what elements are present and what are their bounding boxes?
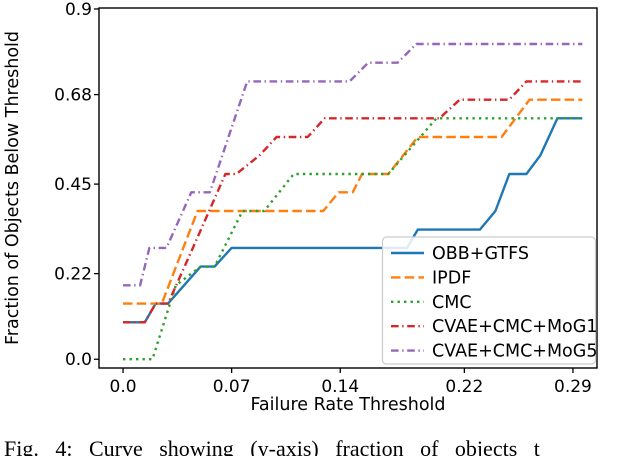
x-axis-label: Failure Rate Threshold [250, 395, 445, 415]
legend-item-label: OBB+GTFS [432, 244, 529, 264]
y-tick-label: 0.45 [54, 175, 92, 195]
legend: OBB+GTFS IPDF CMC CVAE+CMC+MoG1 CVAE+CMC+MoG… [381, 236, 597, 365]
figure-caption: Fig. 4: Curve showing (y-axis) fraction … [4, 436, 540, 456]
axes-spines [98, 7, 598, 369]
legend-box [381, 236, 597, 365]
x-tick-label: 0.07 [213, 377, 251, 397]
y-tick-label: 0.0 [65, 350, 92, 370]
legend-item-label: CVAE+CMC+MoG5 [432, 342, 597, 362]
series-line-cvae-cmc-mog1 [123, 80, 583, 324]
series-line-cvae-cmc-mog5 [123, 42, 583, 287]
legend-item-label: IPDF [432, 268, 471, 288]
legend-item-label: CMC [432, 293, 472, 313]
ticks-layer: 0.0 0.07 0.14 0.22 0.29 0.0 0.22 0.45 0.68 0.9 [54, 0, 592, 397]
x-tick-label: 0.0 [110, 377, 137, 397]
x-tick-label: 0.14 [321, 377, 359, 397]
y-tick-label: 0.68 [54, 86, 92, 106]
x-tick-label: 0.22 [445, 377, 483, 397]
legend-item-label: CVAE+CMC+MoG1 [432, 317, 597, 337]
y-axis-label: Fraction of Objects Below Threshold [3, 31, 23, 345]
y-tick-label: 0.22 [54, 265, 92, 285]
x-tick-label: 0.29 [554, 377, 592, 397]
chart: 0.0 0.07 0.14 0.22 0.29 0.0 0.22 0.45 0.68 0.9 Fa… [3, 0, 598, 415]
y-tick-label: 0.9 [65, 0, 92, 20]
